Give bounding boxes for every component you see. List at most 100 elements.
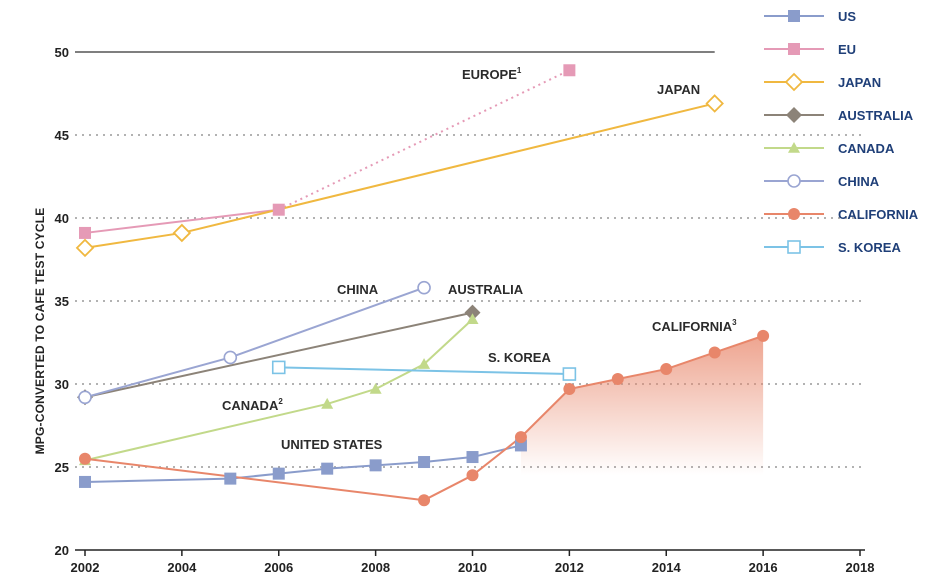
legend-item-japan: JAPAN [764, 72, 881, 92]
line-us-segment-3 [327, 464, 376, 470]
y-tick-label-30: 30 [55, 377, 69, 392]
annotation-australia: AUSTRALIA [448, 282, 524, 297]
line-canada-segment-0 [84, 402, 328, 462]
annotation-california: CALIFORNIA3 [652, 318, 737, 334]
legend-marker-china [787, 174, 801, 188]
annotation-china: CHINA [337, 282, 379, 297]
y-tick-label-50: 50 [55, 45, 69, 60]
y-tick-label-35: 35 [55, 294, 69, 309]
marker-us-2007 [321, 462, 334, 475]
line-australia-segment-0 [84, 311, 473, 399]
legend-label-us: US [838, 9, 856, 24]
annotation-japan: JAPAN [657, 82, 700, 97]
legend-label-california: CALIFORNIA [838, 207, 919, 222]
y-tick-label-40: 40 [55, 211, 69, 226]
marker-s-korea-2012 [562, 367, 577, 381]
marker-us-2010 [466, 451, 479, 464]
marker-eu-2002 [79, 226, 91, 239]
x-tick-label-2006: 2006 [264, 560, 293, 575]
annotation-skorea: S. KOREA [488, 350, 551, 365]
y-tick-label-45: 45 [55, 128, 69, 143]
legend-item-canada: CANADA [764, 141, 895, 156]
marker-eu-2006 [272, 203, 285, 216]
line-eu-segment-0 [84, 208, 279, 234]
line-china-segment-0 [84, 356, 231, 399]
legend-marker-s-korea [787, 240, 801, 254]
legend-item-us: US [764, 9, 856, 24]
marker-japan-2015 [705, 94, 724, 113]
marker-japan-2004 [172, 223, 192, 243]
legend-marker-eu [788, 43, 800, 55]
legend-label-eu: EU [838, 42, 856, 57]
x-tick-label-2004: 2004 [167, 560, 197, 575]
legend-label-japan: JAPAN [838, 75, 881, 90]
y-axis-label: MPG-CONVERTED TO CAFE TEST CYCLE [33, 208, 47, 455]
california-shaded-area [520, 335, 764, 476]
series-markers [75, 64, 770, 507]
marker-us-2006 [272, 467, 285, 480]
marker-japan-2002 [75, 238, 95, 258]
annotations: EUROPE1 JAPAN CHINA AUSTRALIA CALIFORNIA3 S. … [222, 66, 737, 452]
x-tick-label-2010: 2010 [458, 560, 487, 575]
marker-australia-2010 [464, 304, 481, 321]
marker-us-2008 [369, 459, 382, 472]
line-eu-segment-1 [278, 69, 570, 211]
line-california-segment-6 [665, 351, 716, 371]
x-tick-label-2014: 2014 [652, 560, 682, 575]
x-tick-label-2018: 2018 [846, 560, 875, 575]
line-california-segment-3 [520, 388, 571, 438]
x-tick-label-2002: 2002 [71, 560, 100, 575]
line-california-segment-0 [84, 457, 425, 502]
marker-china-2002 [78, 390, 92, 405]
legend-marker-japan [784, 72, 804, 92]
legend-item-australia: AUSTRALIA [764, 107, 914, 123]
marker-california-2014 [660, 363, 673, 376]
line-us-segment-2 [278, 467, 328, 475]
marker-california-2009 [418, 494, 431, 507]
series-lines [84, 69, 764, 502]
legend-item-eu: EU [764, 42, 856, 57]
california-area-fill [520, 335, 764, 476]
marker-us-2009 [418, 456, 431, 469]
line-us-segment-0 [84, 477, 231, 483]
marker-california-2011 [514, 431, 527, 444]
marker-canada-2008 [369, 382, 382, 394]
marker-california-2010 [466, 469, 479, 482]
marker-canada-2010 [466, 313, 479, 325]
annotation-europe: EUROPE1 [462, 66, 522, 82]
marker-eu-2012 [563, 64, 576, 77]
legend-marker-canada [788, 142, 800, 153]
legend-item-california: CALIFORNIA [764, 207, 919, 222]
marker-canada-2007 [321, 397, 334, 409]
line-california-segment-5 [617, 368, 667, 380]
annotation-us: UNITED STATES [281, 437, 383, 452]
marker-us-2002 [79, 475, 91, 488]
legend-label-canada: CANADA [838, 141, 895, 156]
marker-us-2011 [514, 439, 527, 452]
line-us-segment-5 [423, 456, 473, 464]
marker-china-2005 [223, 350, 238, 365]
line-canada-segment-3 [423, 318, 474, 365]
line-canada-segment-2 [375, 363, 425, 390]
legend-marker-australia [786, 107, 802, 123]
line-japan-segment-1 [181, 102, 715, 234]
x-tick-label-2008: 2008 [361, 560, 390, 575]
marker-california-2013 [611, 373, 624, 386]
annotation-canada: CANADA2 [222, 397, 283, 413]
line-california-segment-4 [569, 378, 619, 390]
marker-california-2002 [79, 452, 91, 465]
legend-label-australia: AUSTRALIA [838, 108, 914, 123]
line-california-segment-1 [423, 474, 473, 502]
marker-california-2012 [563, 382, 576, 395]
legend-item-s-korea: S. KOREA [764, 240, 901, 255]
legend-marker-us [788, 10, 800, 22]
line-us-segment-6 [472, 444, 522, 459]
marker-china-2009 [417, 280, 431, 295]
x-tick-label-2012: 2012 [555, 560, 584, 575]
axes: 2002 2004 2006 2008 2010 2012 2014 2016 2018 20 25… [33, 45, 874, 575]
line-canada-segment-1 [326, 388, 376, 405]
y-tick-label-25: 25 [55, 460, 69, 475]
line-california-segment-7 [714, 334, 764, 354]
